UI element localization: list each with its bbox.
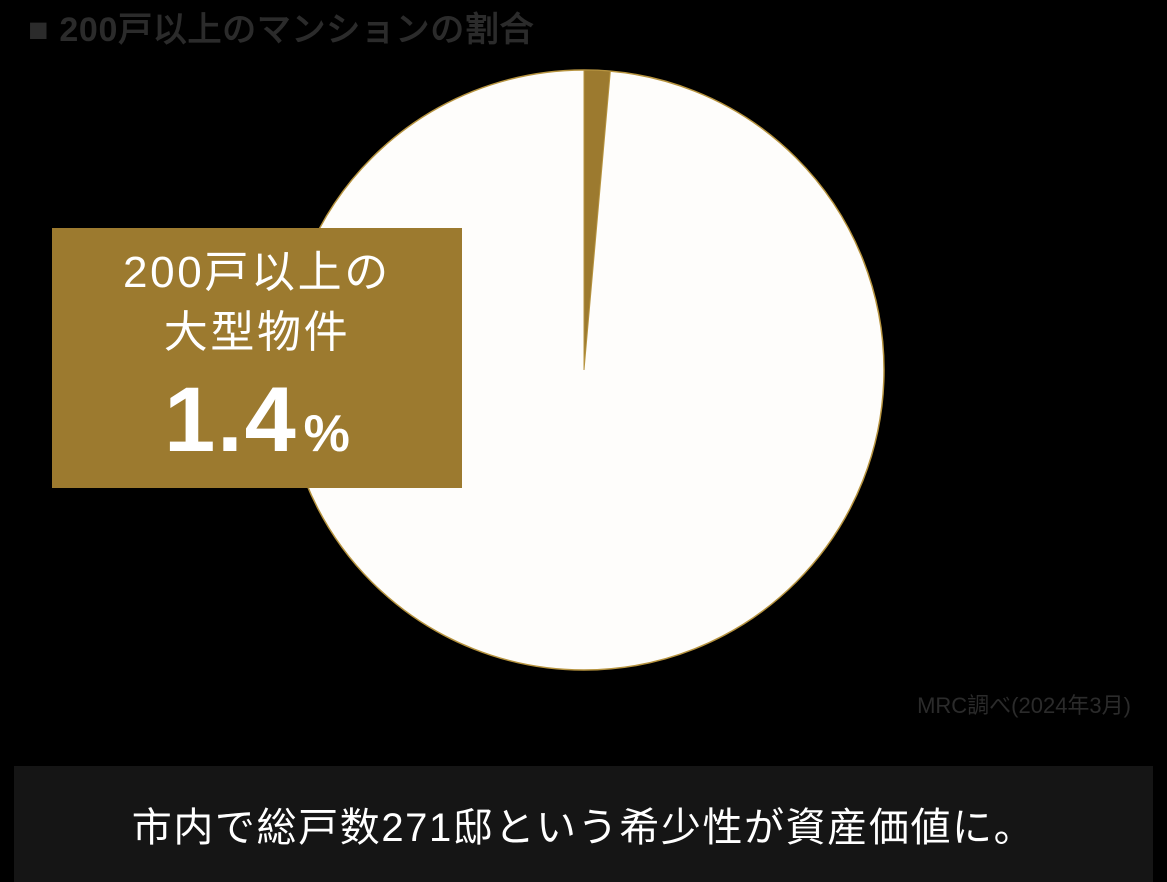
stage: ■ 200戸以上のマンションの割合 200戸以上の 大型物件 1.4 % MRC…: [0, 0, 1167, 882]
chart-footnote: MRC調べ(2024年3月): [917, 688, 1131, 720]
callout-value-row: 1.4 %: [164, 368, 350, 473]
chart-title: ■ 200戸以上のマンションの割合: [28, 2, 534, 51]
callout-value-unit: %: [304, 404, 350, 464]
callout-line-2: 大型物件: [164, 303, 351, 362]
callout-value-number: 1.4: [164, 368, 297, 473]
callout-box: 200戸以上の 大型物件 1.4 %: [52, 228, 462, 488]
callout-line-1: 200戸以上の: [123, 243, 391, 302]
bottom-bar: 市内で総戸数271邸という希少性が資産価値に。: [14, 766, 1153, 882]
bottom-text: 市内で総戸数271邸という希少性が資産価値に。: [132, 795, 1036, 853]
